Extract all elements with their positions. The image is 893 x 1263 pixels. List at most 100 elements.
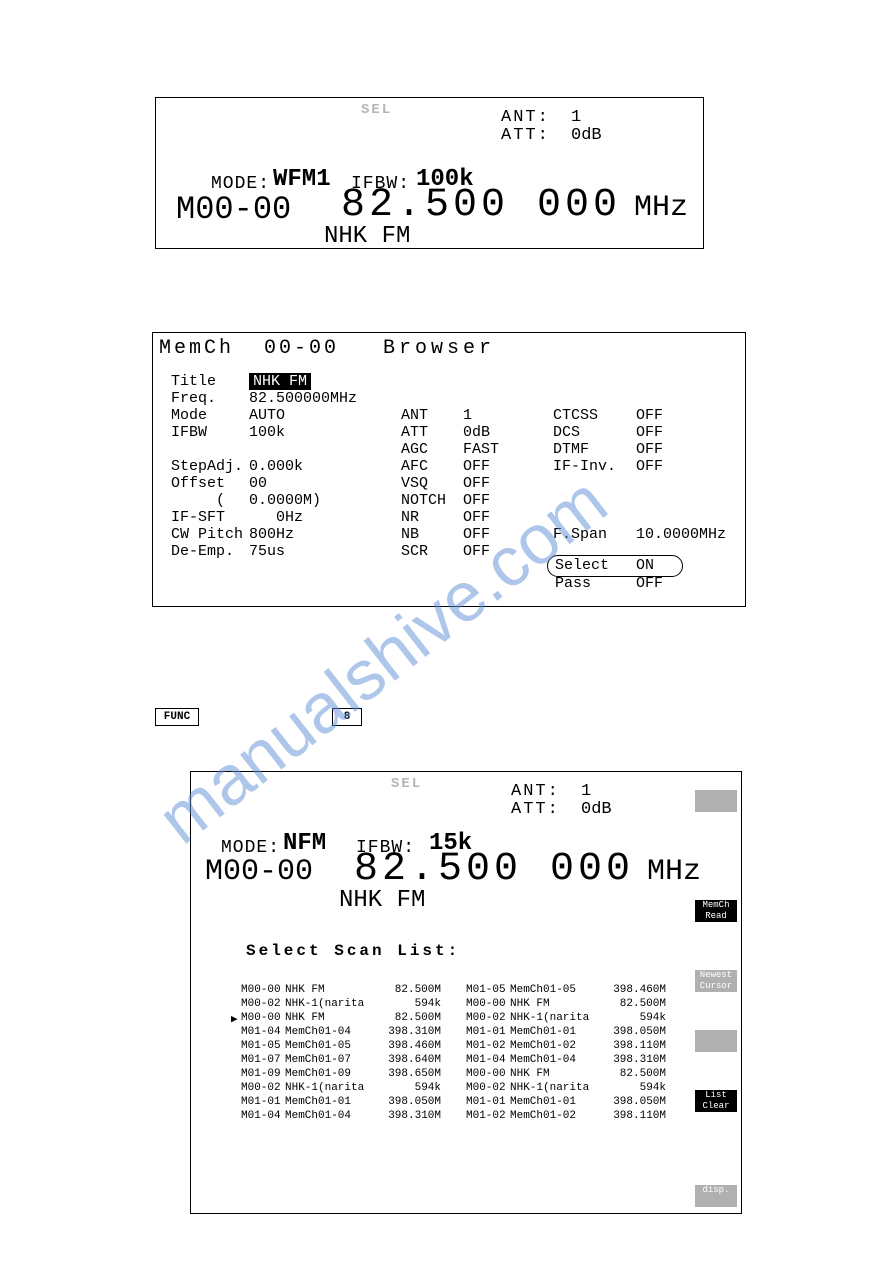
list-ch[interactable]: M01-05 [241, 1040, 281, 1052]
ant-value-3: 1 [581, 782, 591, 801]
list-freq: 594k [606, 1082, 666, 1094]
list-ch[interactable]: M01-02 [466, 1040, 506, 1052]
list-ch[interactable]: M01-04 [241, 1026, 281, 1038]
side-button[interactable] [695, 790, 737, 812]
list-title[interactable]: MemCh01-09 [285, 1068, 351, 1080]
side-button[interactable]: disp. [695, 1185, 737, 1207]
field-label: ATT [401, 424, 428, 441]
list-title[interactable]: MemCh01-01 [510, 1026, 576, 1038]
list-title[interactable]: MemCh01-05 [285, 1040, 351, 1052]
list-freq: 82.500M [606, 1068, 666, 1080]
memory-channel: M00-00 [176, 191, 291, 228]
list-title[interactable]: NHK FM [510, 998, 550, 1010]
field-label: NB [401, 526, 419, 543]
select-value: ON [636, 557, 654, 574]
list-title[interactable]: MemCh01-01 [285, 1096, 351, 1108]
field-value: OFF [636, 441, 663, 458]
field-label: IF-Inv. [553, 458, 616, 475]
list-freq: 82.500M [381, 984, 441, 996]
att-value-3: 0dB [581, 800, 612, 819]
list-title[interactable]: MemCh01-07 [285, 1054, 351, 1066]
field-value: OFF [463, 492, 490, 509]
list-ch[interactable]: M01-04 [466, 1054, 506, 1066]
field-value: NHK FM [249, 373, 311, 390]
list-ch[interactable]: M01-02 [466, 1110, 506, 1122]
list-title[interactable]: NHK-1(narita [510, 1012, 589, 1024]
side-button[interactable]: MemChRead [695, 900, 737, 922]
list-ch[interactable]: M01-04 [241, 1110, 281, 1122]
list-title[interactable]: MemCh01-04 [285, 1110, 351, 1122]
channel-name: NHK FM [324, 223, 410, 250]
field-label: StepAdj. [171, 458, 243, 475]
list-ch[interactable]: M01-07 [241, 1054, 281, 1066]
sel-indicator: SEL [361, 102, 392, 118]
list-title[interactable]: NHK FM [285, 984, 325, 996]
list-title[interactable]: MemCh01-04 [285, 1026, 351, 1038]
frequency-unit-3: MHz [647, 855, 701, 889]
list-ch[interactable]: M00-02 [241, 1082, 281, 1094]
field-label: ( [171, 492, 225, 509]
pass-label[interactable]: Pass [555, 575, 591, 592]
list-ch[interactable]: M01-01 [241, 1096, 281, 1108]
field-value: OFF [463, 526, 490, 543]
side-button[interactable]: NewestCursor [695, 970, 737, 992]
list-freq: 82.500M [606, 998, 666, 1010]
list-freq: 398.310M [606, 1054, 666, 1066]
field-label: DCS [553, 424, 580, 441]
field-label: SCR [401, 543, 428, 560]
field-value: OFF [463, 475, 490, 492]
frequency-display-3: 82.500 000 [354, 847, 634, 892]
list-title[interactable]: MemCh01-02 [510, 1040, 576, 1052]
fspan-label: F.Span [553, 526, 607, 543]
field-label: NOTCH [401, 492, 446, 509]
list-freq: 398.110M [606, 1110, 666, 1122]
field-value: OFF [463, 509, 490, 526]
list-ch[interactable]: M00-02 [466, 1082, 506, 1094]
list-ch[interactable]: M00-00 [241, 1012, 281, 1024]
browser-header-left: MemCh 00-00 [159, 337, 339, 360]
scan-list-header: Select Scan List: [246, 942, 460, 960]
field-label: NR [401, 509, 419, 526]
browser-header-right: Browser [383, 337, 495, 360]
func-key[interactable]: FUNC [155, 708, 199, 726]
list-ch[interactable]: M00-00 [241, 984, 281, 996]
list-title[interactable]: MemCh01-04 [510, 1054, 576, 1066]
scan-list-panel: SEL ANT: 1 ATT: 0dB MODE: NFM IFBW: 15k … [190, 771, 742, 1214]
field-label: AGC [401, 441, 428, 458]
field-label: Title [171, 373, 216, 390]
list-title[interactable]: MemCh01-01 [510, 1096, 576, 1108]
field-label: CW Pitch [171, 526, 243, 543]
list-ch[interactable]: M01-05 [466, 984, 506, 996]
list-title[interactable]: NHK-1(narita [285, 998, 364, 1010]
side-button[interactable] [695, 1030, 737, 1052]
list-freq: 594k [381, 998, 441, 1010]
list-ch[interactable]: M01-09 [241, 1068, 281, 1080]
list-freq: 398.310M [381, 1110, 441, 1122]
field-value: 0Hz [249, 509, 303, 526]
list-ch[interactable]: M00-00 [466, 1068, 506, 1080]
field-label: Freq. [171, 390, 216, 407]
list-title[interactable]: MemCh01-02 [510, 1110, 576, 1122]
field-value: OFF [636, 458, 663, 475]
field-value: OFF [463, 458, 490, 475]
field-value: 0.000k [249, 458, 303, 475]
list-title[interactable]: NHK FM [510, 1068, 550, 1080]
frequency-display: 82.500 000 [341, 183, 621, 228]
ant-label: ANT: [501, 108, 550, 127]
list-ch[interactable]: M00-02 [466, 1012, 506, 1024]
browser-panel: MemCh 00-00 Browser TitleNHK FMFreq.82.5… [152, 332, 746, 607]
list-ch[interactable]: M01-01 [466, 1026, 506, 1038]
list-title[interactable]: NHK FM [285, 1012, 325, 1024]
list-ch[interactable]: M00-00 [466, 998, 506, 1010]
display-panel-1: SEL ANT: 1 ATT: 0dB MODE: WFM1 IFBW: 100… [155, 97, 704, 249]
list-ch[interactable]: M00-02 [241, 998, 281, 1010]
list-title[interactable]: MemCh01-05 [510, 984, 576, 996]
sel-indicator-3: SEL [391, 776, 422, 792]
field-value: FAST [463, 441, 499, 458]
side-button[interactable]: ListClear [695, 1090, 737, 1112]
list-ch[interactable]: M01-01 [466, 1096, 506, 1108]
list-title[interactable]: NHK-1(narita [510, 1082, 589, 1094]
list-title[interactable]: NHK-1(narita [285, 1082, 364, 1094]
eight-key[interactable]: 8 [332, 708, 362, 726]
select-label[interactable]: Select [555, 557, 609, 574]
